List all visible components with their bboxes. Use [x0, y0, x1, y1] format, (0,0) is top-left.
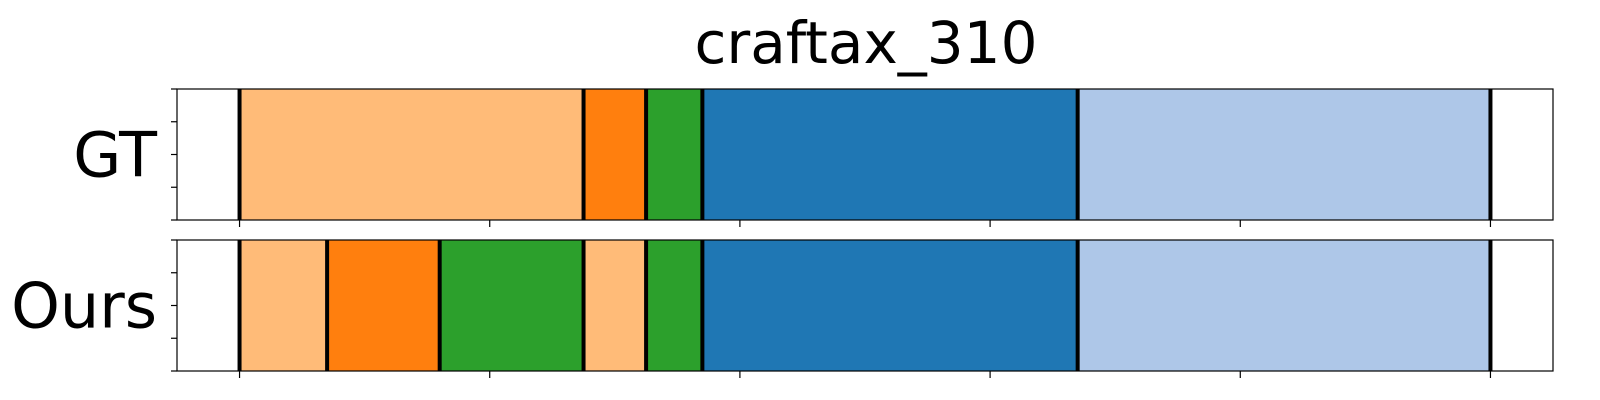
- segment-ours-1: [239, 240, 328, 371]
- segment-gt-4: [702, 89, 1078, 220]
- segment-ours-5: [646, 240, 703, 371]
- segment-ours-2: [327, 240, 440, 371]
- segment-ours-7: [1077, 240, 1491, 371]
- row-label-gt: GT: [73, 119, 158, 192]
- row-gt: GT: [73, 88, 1554, 227]
- segment-ours-6: [702, 240, 1078, 371]
- segment-gt-2: [583, 89, 647, 220]
- chart-rows: GT Ours: [11, 88, 1554, 378]
- segment-gt-1: [239, 89, 584, 220]
- row-label-ours: Ours: [11, 270, 157, 343]
- segment-gt-3: [646, 89, 703, 220]
- chart-title: craftax_310: [695, 9, 1038, 77]
- row-ours: Ours: [11, 239, 1554, 378]
- segment-ours-3: [439, 240, 584, 371]
- segment-ours-4: [583, 240, 647, 371]
- segment-gt-5: [1077, 89, 1491, 220]
